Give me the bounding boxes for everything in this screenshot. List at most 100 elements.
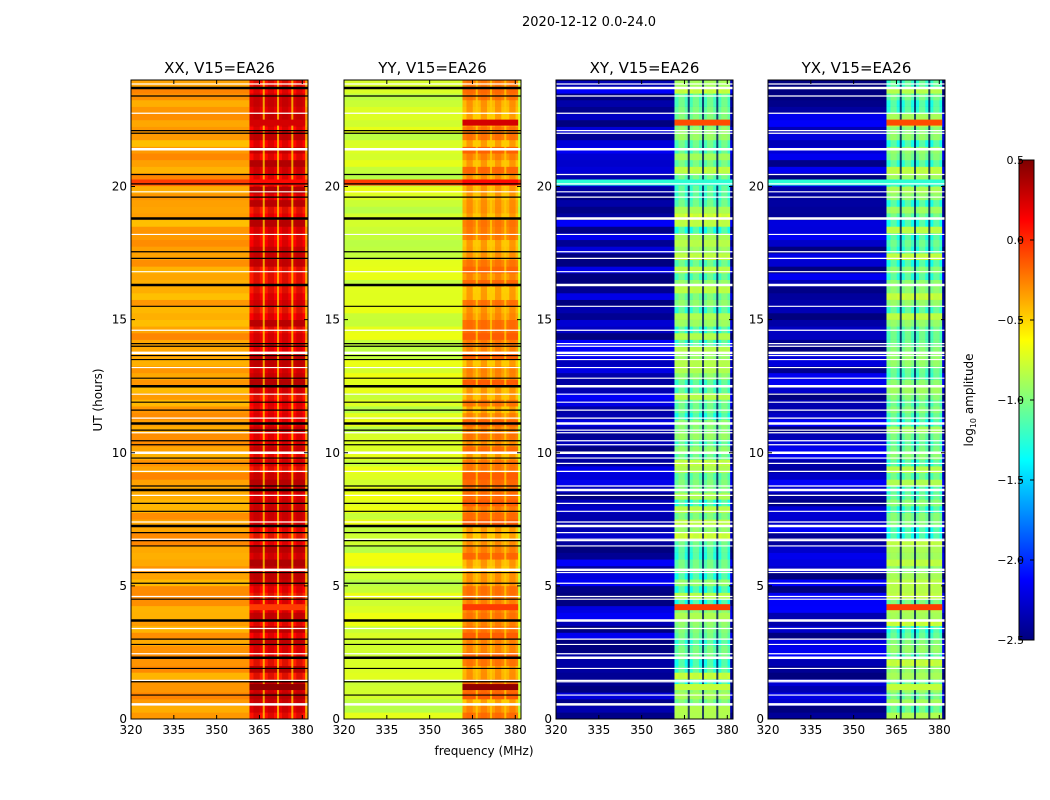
heatmap-row [131,632,308,640]
heatmap-row [131,525,308,533]
heatmap-row [768,672,945,680]
heatmap-row [768,585,945,593]
heatmap-row [344,432,521,440]
heatmap-row [131,306,308,314]
band-gap [914,80,917,719]
y-tick-label: 20 [537,180,552,194]
heatmap-row [768,86,945,94]
bright-row-band [674,119,731,126]
heatmap-row [344,86,521,94]
heatmap-row [768,366,945,374]
heatmap-row [131,665,308,673]
x-tick-label: 335 [799,723,822,737]
heatmap-row [556,359,733,367]
heatmap-row [556,273,733,280]
heatmap-row [768,99,945,107]
heatmap-row [344,585,521,593]
x-tick-label: 380 [504,723,527,737]
heatmap-row [556,246,733,254]
heatmap-row [556,106,733,114]
heatmap-row [344,692,521,700]
heatmap-row [768,239,945,247]
bright-row-band [249,119,306,126]
heatmap-row [344,632,521,640]
band-channel [296,80,303,719]
heatmap-row [131,506,308,513]
heatmap-row [131,466,308,474]
heatmap-row [131,352,308,360]
heatmap-row [556,93,733,101]
heatmap-row [556,226,733,234]
heatmap-row [344,466,521,474]
heatmap-row [131,213,308,221]
heatmap-row [131,492,308,500]
heatmap-row [344,359,521,367]
heatmap-row [131,472,308,480]
heatmap-row [131,259,308,267]
heatmap-row [768,645,945,653]
heatmap-row [556,632,733,640]
x-axis-label: frequency (MHz) [434,744,533,758]
heatmap-row [131,226,308,234]
heatmap-row [344,159,521,167]
heatmap-row [131,279,308,287]
heatmap-row [768,625,945,633]
heatmap-row [768,619,945,627]
heatmap-row [344,139,521,147]
heatmap-row [768,359,945,367]
heatmap-row [556,605,733,613]
panel-2: YY, V15=EA26 320 335 350 365 380 0 5 10 15 20 [325,59,527,737]
heatmap-row [768,665,945,673]
heatmap-row [556,472,733,480]
heatmap-row [131,625,308,633]
heatmap-row [131,645,308,653]
bright-row-band [462,684,519,691]
heatmap-row [768,545,945,553]
colorbar-label: log10 amplitude [962,354,978,447]
panel-title: XX, V15=EA26 [164,59,275,77]
heatmap-row [131,319,308,327]
heatmap-row [556,466,733,474]
heatmap-row [556,699,733,706]
heatmap-row [131,432,308,440]
heatmap-row [131,699,308,706]
heatmap-row [556,266,733,274]
panel-frame [343,79,522,720]
heatmap-row [768,712,945,720]
heatmap-row [344,213,521,221]
heatmap-row [556,599,733,607]
heatmap-row [556,645,733,653]
heatmap-row [131,173,308,181]
y-tick-label: 15 [749,313,764,327]
heatmap-row [556,512,733,520]
heatmap-row [556,166,733,174]
heatmap-row [556,619,733,627]
band-channel [267,80,275,719]
heatmap-row [556,379,733,387]
heatmap-row [344,372,521,380]
colorbar-tick-label: −0.5 [997,314,1024,327]
heatmap-row [344,525,521,533]
heatmap-row [768,279,945,287]
heatmap-row [131,559,308,567]
y-tick-label: 15 [112,313,127,327]
panel-frame [130,79,309,720]
y-tick-label: 20 [749,180,764,194]
heatmap-row [768,259,945,267]
heatmap-row [768,446,945,454]
colorbar-tick-label: 0.5 [1007,154,1025,167]
heatmap-row [131,399,308,407]
heatmap-row [344,672,521,680]
heatmap-row [131,93,308,101]
heatmap-row [556,372,733,380]
heatmap-row [131,106,308,114]
heatmap-row [556,206,733,214]
heatmap-row [344,645,521,653]
heatmap-row [344,479,521,487]
x-tick-label: 365 [885,723,908,737]
heatmap-row [131,286,308,294]
heatmap-row [768,219,945,227]
heatmap-row [768,133,945,141]
heatmap-row [131,133,308,141]
heatmap-row [556,492,733,500]
